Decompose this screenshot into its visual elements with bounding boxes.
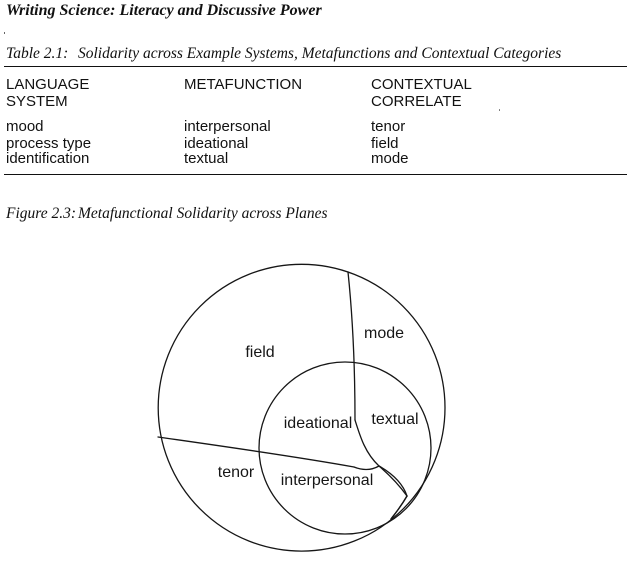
svg-text:interpersonal: interpersonal bbox=[281, 472, 374, 489]
svg-text:mode: mode bbox=[364, 325, 404, 342]
svg-text:ideational: ideational bbox=[284, 415, 353, 432]
svg-text:textual: textual bbox=[371, 411, 418, 428]
svg-text:field: field bbox=[245, 344, 274, 361]
svg-text:tenor: tenor bbox=[218, 464, 255, 481]
